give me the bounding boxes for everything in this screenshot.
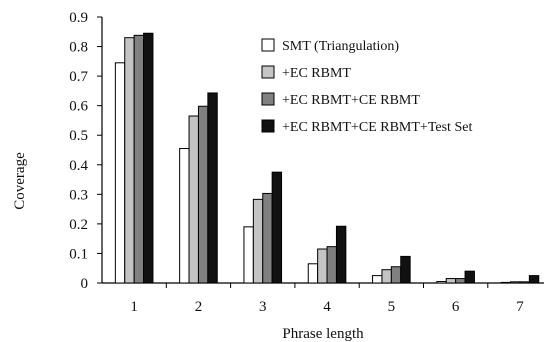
bar <box>197 105 209 284</box>
y-tick-label: 0.9 <box>69 10 88 26</box>
bar <box>252 198 264 284</box>
y-tick-label: 0.2 <box>69 217 88 233</box>
y-axis-title: Coverage <box>12 152 28 210</box>
bar <box>307 263 319 284</box>
bar <box>243 226 254 284</box>
legend-label: SMT (Triangulation) <box>282 39 399 54</box>
legend: SMT (Triangulation) +EC RBMT +EC RBMT+CE R… <box>261 38 472 135</box>
x-tick-label: 5 <box>388 299 396 315</box>
bar <box>188 115 199 284</box>
bar <box>326 246 337 284</box>
y-tick-label: 0.4 <box>69 158 88 174</box>
x-tick-label: 2 <box>195 299 203 315</box>
bar <box>500 281 512 284</box>
bar <box>133 34 145 284</box>
bar <box>179 148 190 284</box>
bar <box>455 278 466 284</box>
bar <box>262 192 273 284</box>
bar <box>114 62 126 284</box>
bar <box>445 278 457 284</box>
bar <box>317 248 328 284</box>
bar <box>464 270 475 284</box>
bar <box>519 281 530 284</box>
y-tick-label: 0.3 <box>69 187 88 203</box>
x-tick-label: 1 <box>130 299 138 315</box>
bar <box>143 32 154 284</box>
x-tick-label: 7 <box>516 299 524 315</box>
legend-swatch <box>261 92 275 106</box>
y-tick-label: 0.6 <box>69 99 88 115</box>
axes: 0 0.1 0.2 0.3 0.4 0.5 0.6 0.7 0.8 0.9 1 2 3 4 5 6 7 <box>69 10 544 315</box>
y-tick-label: 0 <box>81 276 89 292</box>
y-tick-label: 0.7 <box>69 69 88 85</box>
y-tick-label: 0.1 <box>69 246 88 262</box>
x-axis-title: Phrase length <box>282 326 364 342</box>
legend-swatch <box>261 38 275 52</box>
legend-label: +EC RBMT+CE RBMT+Test Set <box>282 120 472 135</box>
bar <box>528 275 540 284</box>
legend-label: +EC RBMT <box>282 66 351 81</box>
x-tick-label: 6 <box>452 299 460 315</box>
y-tick-label: 0.5 <box>69 128 88 144</box>
bar <box>207 92 218 284</box>
bar <box>372 275 383 284</box>
bar <box>400 255 411 284</box>
bar <box>335 225 347 284</box>
legend-label: +EC RBMT+CE RBMT <box>282 93 420 108</box>
legend-swatch <box>261 119 275 133</box>
bar <box>124 37 135 284</box>
y-tick-label: 0.8 <box>69 40 88 56</box>
bar <box>271 171 283 284</box>
bars <box>114 32 540 284</box>
bar <box>436 281 447 284</box>
bar <box>390 266 402 284</box>
bar <box>510 281 521 284</box>
x-tick-label: 4 <box>323 299 331 315</box>
legend-swatch <box>261 65 275 79</box>
bar <box>381 269 392 284</box>
x-tick-label: 3 <box>259 299 267 315</box>
